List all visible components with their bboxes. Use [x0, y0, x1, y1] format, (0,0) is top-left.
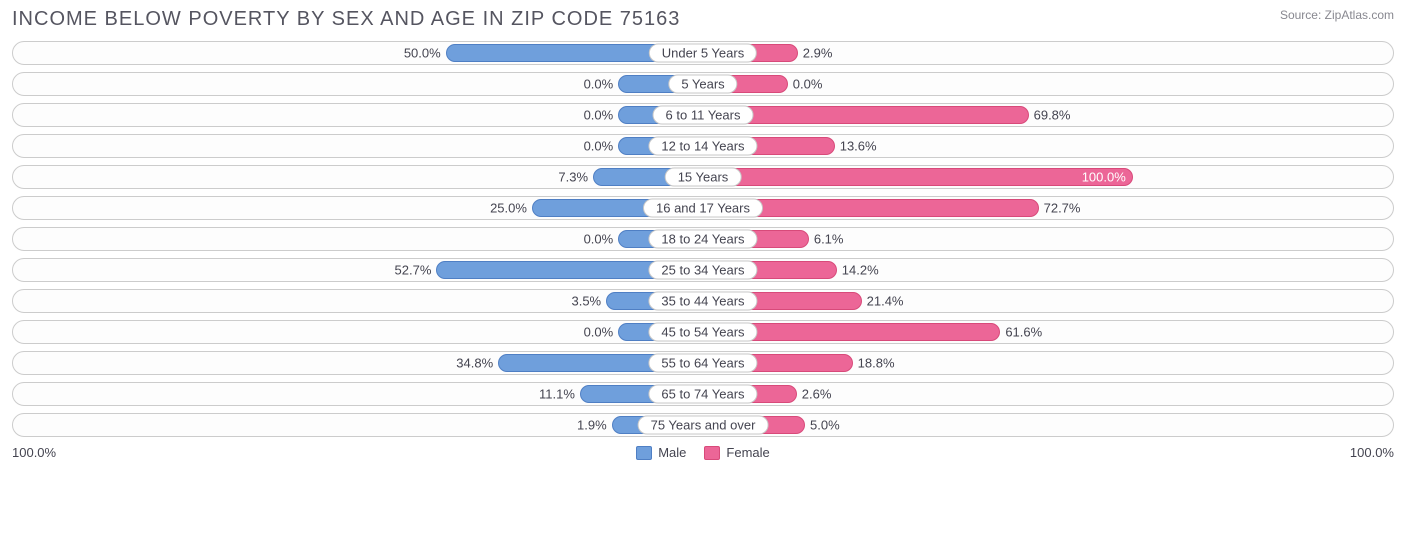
category-pill: 15 Years	[665, 168, 742, 187]
chart-header: INCOME BELOW POVERTY BY SEX AND AGE IN Z…	[12, 8, 1394, 31]
category-pill: 65 to 74 Years	[648, 385, 757, 404]
category-pill: Under 5 Years	[649, 44, 757, 63]
category-pill: 6 to 11 Years	[653, 106, 754, 125]
category-pill: 5 Years	[668, 75, 737, 94]
female-swatch-icon	[704, 446, 720, 460]
legend-male-label: Male	[658, 445, 686, 460]
data-row: 0.0% 13.6% 12 to 14 Years	[12, 134, 1394, 158]
male-value-label: 0.0%	[584, 77, 614, 92]
female-value-label: 21.4%	[867, 294, 904, 309]
data-row: 0.0% 6.1% 18 to 24 Years	[12, 227, 1394, 251]
female-value-label: 13.6%	[840, 139, 877, 154]
data-row: 50.0% 2.9% Under 5 Years	[12, 41, 1394, 65]
female-value-label: 5.0%	[810, 418, 840, 433]
chart-legend: Male Female	[636, 445, 770, 460]
male-value-label: 1.9%	[577, 418, 607, 433]
data-row: 0.0% 61.6% 45 to 54 Years	[12, 320, 1394, 344]
category-pill: 18 to 24 Years	[648, 230, 757, 249]
data-row: 34.8% 18.8% 55 to 64 Years	[12, 351, 1394, 375]
male-value-label: 25.0%	[490, 201, 527, 216]
male-swatch-icon	[636, 446, 652, 460]
axis-right-label: 100.0%	[1350, 445, 1394, 460]
female-value-label: 0.0%	[793, 77, 823, 92]
female-value-label: 61.6%	[1005, 325, 1042, 340]
female-value-label: 100.0%	[1082, 170, 1126, 185]
male-value-label: 0.0%	[584, 108, 614, 123]
legend-female-label: Female	[726, 445, 769, 460]
male-value-label: 34.8%	[456, 356, 493, 371]
category-pill: 75 Years and over	[638, 416, 769, 435]
data-row: 1.9% 5.0% 75 Years and over	[12, 413, 1394, 437]
category-pill: 55 to 64 Years	[648, 354, 757, 373]
data-row: 0.0% 0.0% 5 Years	[12, 72, 1394, 96]
male-value-label: 0.0%	[584, 232, 614, 247]
female-value-label: 2.6%	[802, 387, 832, 402]
category-pill: 35 to 44 Years	[648, 292, 757, 311]
female-value-label: 69.8%	[1034, 108, 1071, 123]
male-value-label: 7.3%	[558, 170, 588, 185]
data-row: 52.7% 14.2% 25 to 34 Years	[12, 258, 1394, 282]
female-value-label: 18.8%	[858, 356, 895, 371]
legend-male: Male	[636, 445, 686, 460]
male-value-label: 0.0%	[584, 325, 614, 340]
data-row: 0.0%69.8%6 to 11 Years	[12, 103, 1394, 127]
category-pill: 25 to 34 Years	[648, 261, 757, 280]
data-row: 25.0% 72.7% 16 and 17 Years	[12, 196, 1394, 220]
data-row: 11.1% 2.6% 65 to 74 Years	[12, 382, 1394, 406]
legend-female: Female	[704, 445, 769, 460]
category-pill: 45 to 54 Years	[648, 323, 757, 342]
male-value-label: 52.7%	[395, 263, 432, 278]
female-value-label: 2.9%	[803, 46, 833, 61]
female-value-label: 14.2%	[842, 263, 879, 278]
female-value-label: 72.7%	[1044, 201, 1081, 216]
data-row: 7.3% 100.0% 15 Years	[12, 165, 1394, 189]
category-pill: 16 and 17 Years	[643, 199, 763, 218]
chart-source: Source: ZipAtlas.com	[1280, 8, 1394, 22]
female-bar: 69.8%	[705, 106, 1029, 124]
male-value-label: 11.1%	[539, 387, 575, 402]
female-bar: 100.0%	[705, 168, 1133, 186]
female-value-label: 6.1%	[814, 232, 844, 247]
chart-title: INCOME BELOW POVERTY BY SEX AND AGE IN Z…	[12, 8, 680, 31]
male-value-label: 3.5%	[571, 294, 601, 309]
chart-rows: 50.0%2.9%Under 5 Years0.0%0.0%5 Years0.0…	[12, 41, 1394, 437]
male-value-label: 0.0%	[584, 139, 614, 154]
axis-left-label: 100.0%	[12, 445, 56, 460]
male-value-label: 50.0%	[404, 46, 441, 61]
chart-footer: 100.0% Male Female 100.0%	[12, 445, 1394, 460]
category-pill: 12 to 14 Years	[648, 137, 757, 156]
data-row: 3.5% 21.4% 35 to 44 Years	[12, 289, 1394, 313]
poverty-chart: INCOME BELOW POVERTY BY SEX AND AGE IN Z…	[0, 0, 1406, 464]
